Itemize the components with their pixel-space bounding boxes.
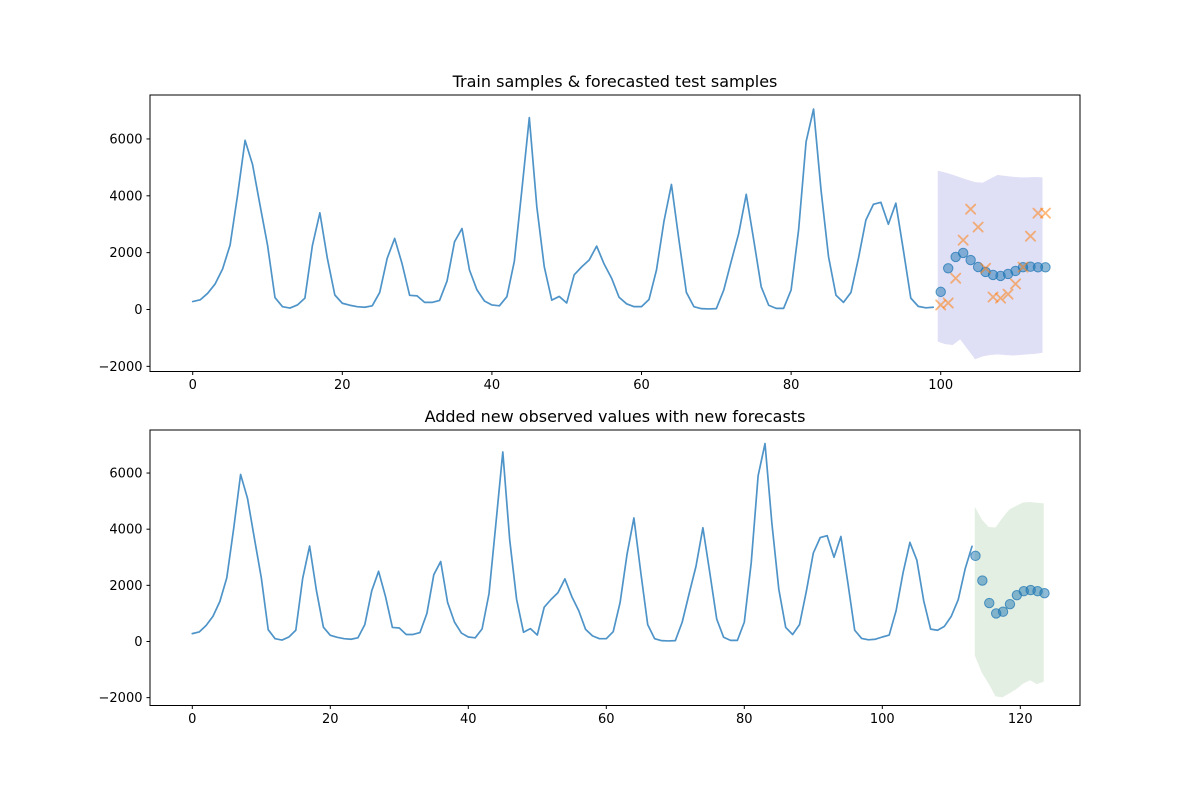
actual-test-samples-marker <box>1010 278 1022 290</box>
y-tick-label: 0 <box>134 635 142 650</box>
new-forecast-samples-point <box>977 575 988 586</box>
x-tick-label: 80 <box>783 378 800 393</box>
forecasted-test-samples-point <box>1040 262 1051 273</box>
x-tick-label: 40 <box>484 378 501 393</box>
axes-spines <box>149 429 1081 706</box>
y-tick-label: 2000 <box>109 579 142 594</box>
x-tick-label: 100 <box>928 378 953 393</box>
y-tick-label: −2000 <box>99 360 143 375</box>
x-tick-label: 120 <box>1008 712 1033 727</box>
forecasted-test-samples-point <box>965 254 976 266</box>
y-tick-label: 4000 <box>109 189 142 204</box>
new-forecast-samples-point <box>1039 588 1050 599</box>
x-tick-label: 40 <box>460 712 477 727</box>
axes-spines <box>149 94 1081 372</box>
actual-test-samples-marker <box>1017 261 1029 273</box>
forecasted-test-samples-point <box>972 261 984 273</box>
actual-test-samples-marker <box>1032 207 1044 219</box>
x-tick-label: 100 <box>870 712 895 727</box>
actual-test-samples-marker <box>995 292 1007 304</box>
new-forecast-samples-point <box>1004 598 1016 610</box>
observed-series-with-added-values <box>191 442 973 642</box>
forecasted-test-samples-point <box>935 286 946 298</box>
y-tick-label: −2000 <box>99 691 143 706</box>
bottom-chart-title: Added new observed values with new forec… <box>425 407 806 426</box>
actual-test-samples-marker <box>950 272 962 284</box>
x-tick-label: 60 <box>598 712 615 727</box>
x-tick-label: 20 <box>322 712 339 727</box>
actual-test-samples-marker <box>942 297 954 309</box>
actual-test-samples-marker <box>957 234 969 246</box>
y-tick-label: 6000 <box>109 132 142 147</box>
x-tick-label: 60 <box>633 378 650 393</box>
actual-test-samples-marker <box>980 262 992 274</box>
y-tick-label: 0 <box>134 303 142 318</box>
x-tick-label: 20 <box>334 378 351 393</box>
actual-test-samples-marker <box>972 221 984 233</box>
forecasted-test-samples-point <box>957 247 969 259</box>
x-tick-label: 0 <box>188 712 196 727</box>
x-tick-label: 0 <box>189 378 197 393</box>
actual-test-samples-marker <box>1002 288 1014 300</box>
new-forecast-samples-point <box>997 606 1009 617</box>
x-tick-label: 80 <box>736 712 753 727</box>
forecasted-test-samples-point <box>943 263 954 274</box>
new-forecast-samples-point <box>970 550 981 562</box>
actual-test-samples-marker <box>965 203 977 215</box>
train-series <box>191 108 935 310</box>
actual-test-samples-marker <box>1024 230 1036 242</box>
top-chart: 0 20 40 60 80 100 −2000 0 2000 4000 6000 <box>99 94 1081 393</box>
y-tick-label: 4000 <box>109 523 142 538</box>
actual-test-samples-marker <box>1039 207 1051 219</box>
y-tick-label: 6000 <box>109 467 142 482</box>
bottom-chart: 0 20 40 60 80 100 120 −2000 0 2000 4000 6000 <box>99 429 1081 727</box>
y-tick-label: 2000 <box>109 246 142 261</box>
top-chart-title: Train samples & forecasted test samples <box>452 72 778 91</box>
new-forecast-samples-point <box>984 597 995 609</box>
